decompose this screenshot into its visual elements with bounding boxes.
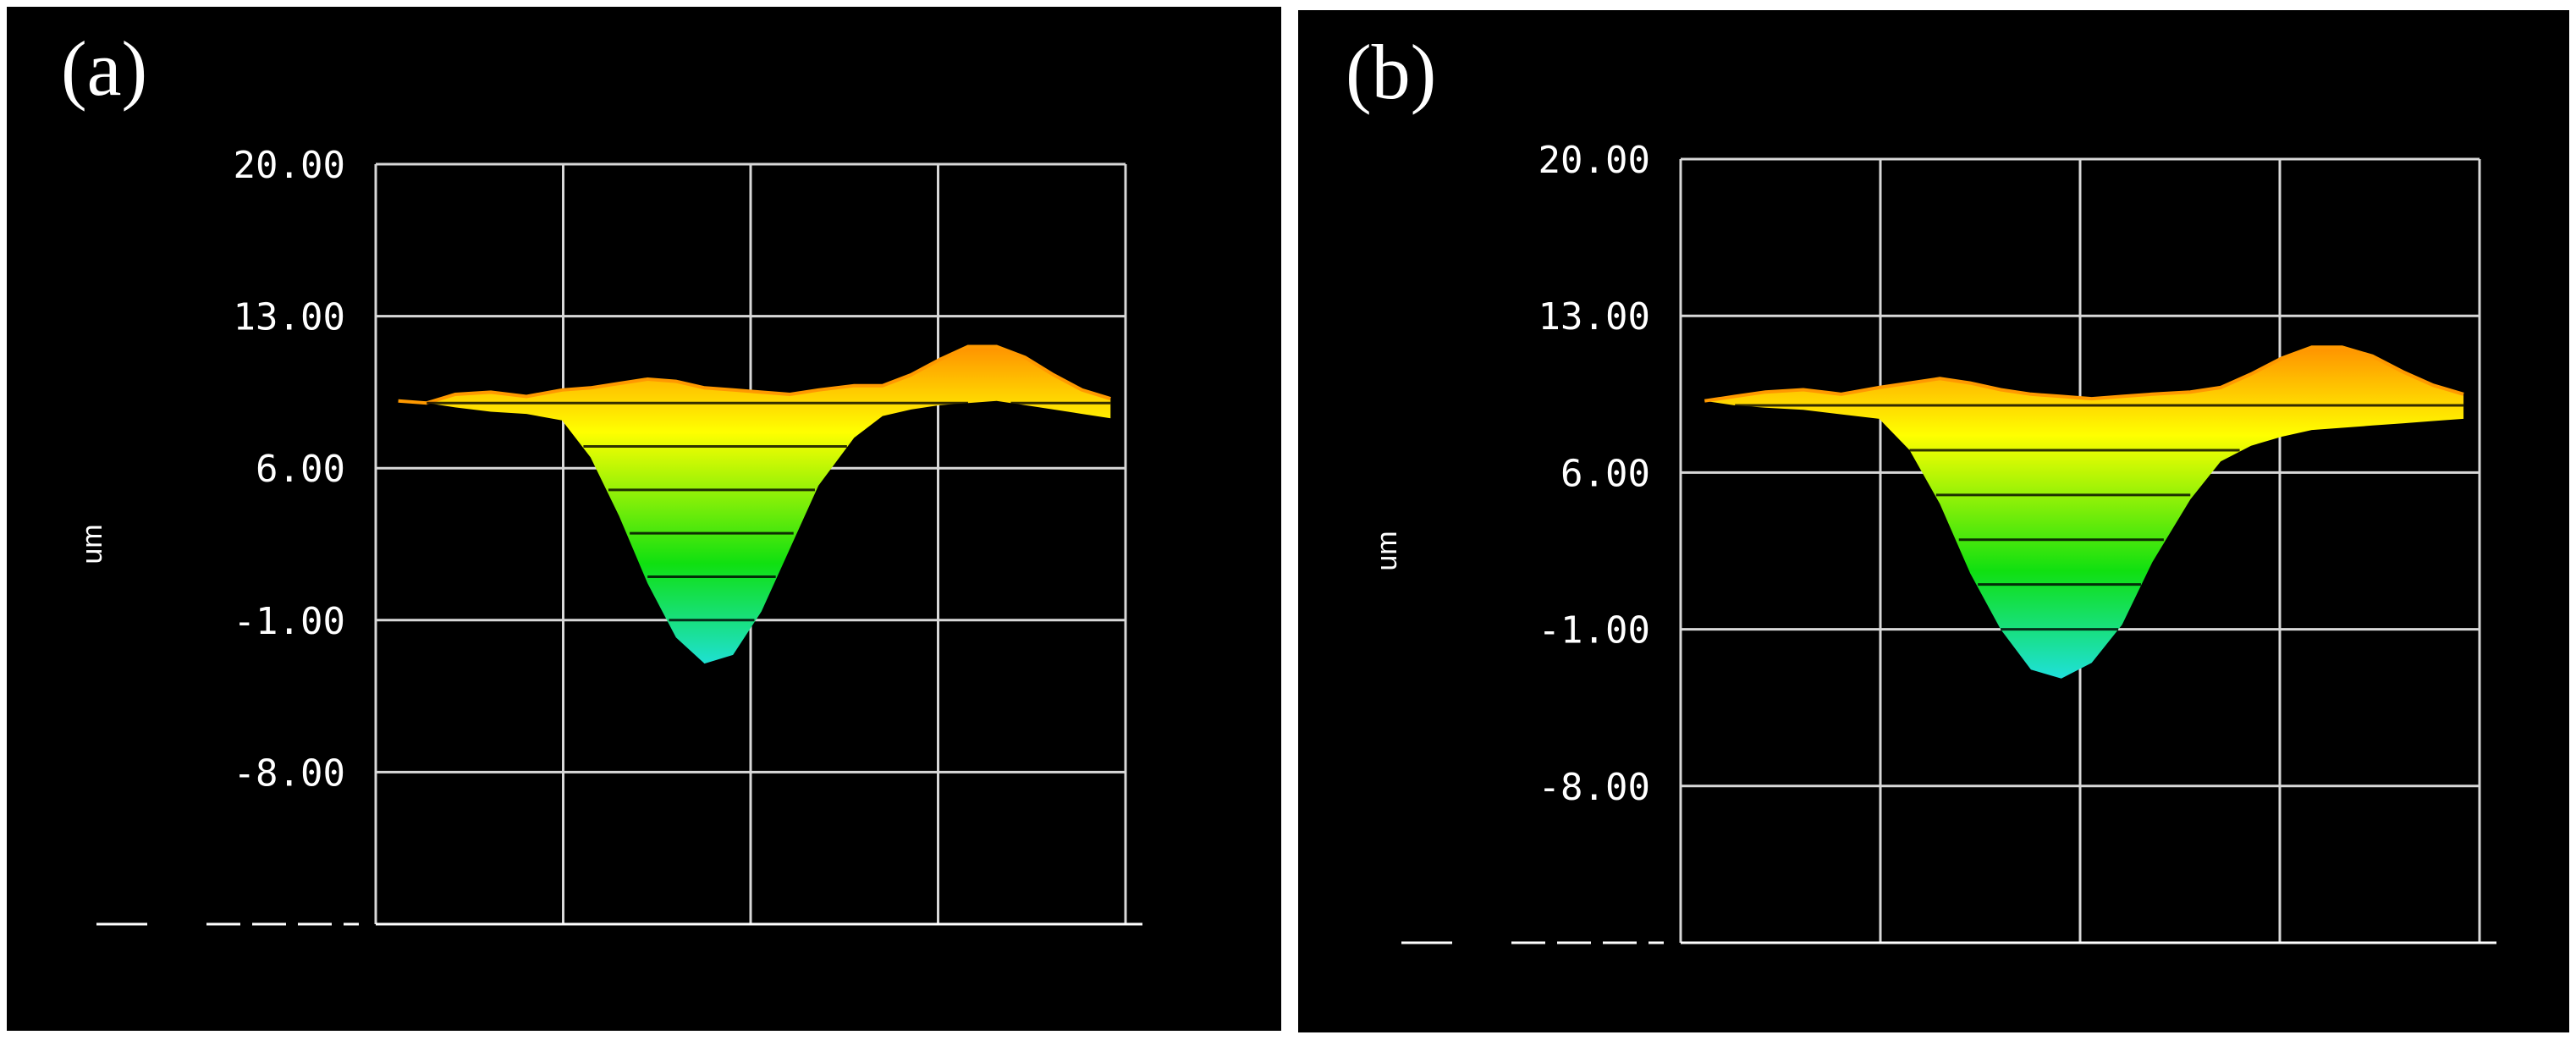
y-tick-label: 6.00 bbox=[256, 448, 345, 491]
y-tick-label: 20.00 bbox=[234, 144, 345, 187]
profile-surface bbox=[398, 346, 1111, 664]
panel-label-b: (b) bbox=[1346, 29, 1436, 115]
y-tick-label: -8.00 bbox=[1538, 766, 1650, 809]
ylabel-b: um bbox=[1371, 531, 1403, 570]
y-tick-label: -8.00 bbox=[234, 751, 345, 795]
y-tick-label: 13.00 bbox=[1538, 295, 1650, 339]
grid-a bbox=[96, 162, 1142, 926]
panel-label-a: (a) bbox=[61, 25, 147, 112]
ylabel-a: um bbox=[76, 524, 108, 564]
profile-top-edge bbox=[1704, 345, 2464, 403]
profile-a bbox=[398, 344, 1111, 664]
panel-b: (b) 20.00 13.00 6.00 -1.00 -8.00 um bbox=[1298, 10, 2569, 1032]
profile-top-edge bbox=[398, 344, 1111, 405]
y-tick-label: 20.00 bbox=[1538, 139, 1650, 182]
y-tick-label: 13.00 bbox=[234, 296, 345, 339]
profile-b bbox=[1704, 345, 2464, 679]
grid-b bbox=[1401, 157, 2496, 944]
chart-a-svg: (a) 20.00 13.00 6.00 -1.00 -8.00 um bbox=[61, 25, 1142, 926]
yticks-b: 20.00 13.00 6.00 -1.00 -8.00 bbox=[1538, 139, 1650, 809]
profile-surface bbox=[1704, 347, 2464, 679]
chart-b-svg: (b) 20.00 13.00 6.00 -1.00 -8.00 um bbox=[1346, 29, 2496, 944]
panel-a: (a) 20.00 13.00 6.00 -1.00 -8.00 um bbox=[7, 7, 1281, 1031]
y-tick-label: -1.00 bbox=[1538, 609, 1650, 652]
y-tick-label: -1.00 bbox=[234, 600, 345, 643]
y-tick-label: 6.00 bbox=[1560, 452, 1650, 495]
yticks-a: 20.00 13.00 6.00 -1.00 -8.00 bbox=[234, 144, 345, 795]
